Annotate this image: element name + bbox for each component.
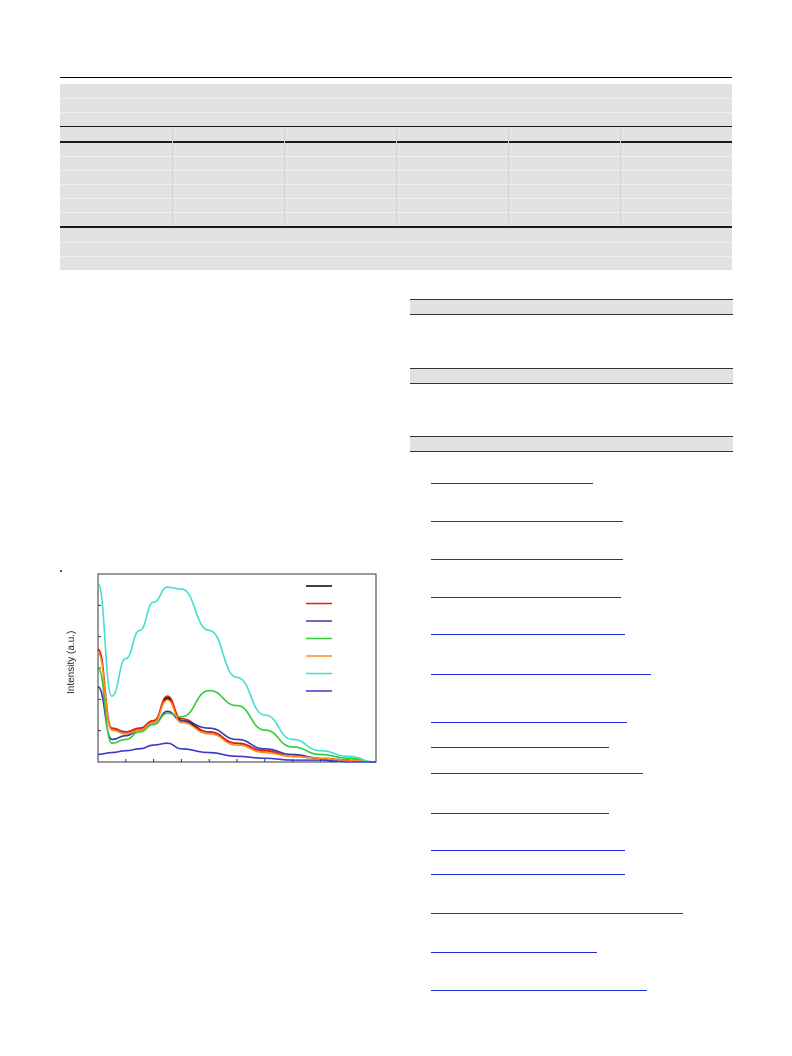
y-axis-label: Intensity (a.u.) (66, 630, 77, 694)
reference-link[interactable] (431, 597, 621, 598)
series-line-6 (97, 582, 377, 763)
reference-link[interactable] (431, 990, 647, 991)
reference-link[interactable] (431, 913, 683, 914)
series-line-7 (97, 742, 376, 763)
reference-link[interactable] (431, 559, 623, 560)
page-header-rule (60, 77, 732, 78)
reference-link[interactable] (431, 521, 623, 522)
series-line-5 (97, 652, 377, 763)
data-table (60, 84, 732, 270)
plot-frame (97, 573, 377, 763)
section-header-bar (410, 368, 733, 384)
series-line-3 (97, 686, 377, 763)
references-header-bar (410, 436, 733, 452)
reference-link[interactable] (431, 722, 627, 723)
reference-link[interactable] (431, 850, 625, 851)
reference-link[interactable] (431, 952, 597, 953)
reference-link[interactable] (431, 773, 643, 774)
series-line-4 (97, 667, 377, 763)
table-bottom-rule (60, 226, 732, 228)
spectra-chart (97, 573, 377, 763)
reference-link[interactable] (431, 747, 609, 748)
section-header-bar (410, 299, 733, 315)
figure-mark (60, 570, 62, 572)
table-header-rule (60, 126, 732, 127)
reference-link[interactable] (431, 874, 625, 875)
reference-link[interactable] (431, 674, 651, 675)
reference-link[interactable] (431, 483, 593, 484)
reference-link[interactable] (431, 634, 625, 635)
reference-link[interactable] (431, 813, 609, 814)
